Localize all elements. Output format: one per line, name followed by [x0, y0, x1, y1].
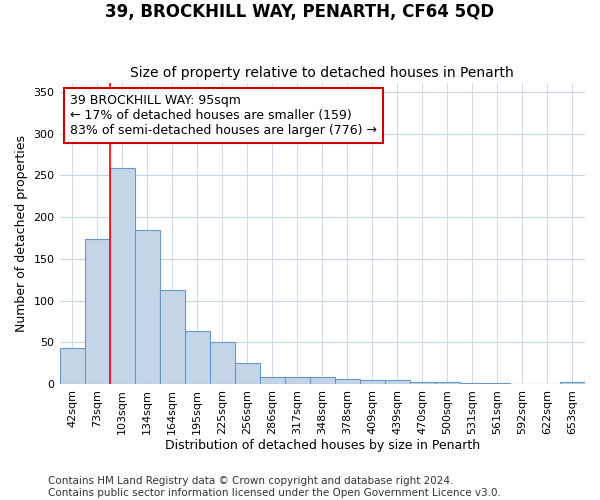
Title: Size of property relative to detached houses in Penarth: Size of property relative to detached ho… — [130, 66, 514, 80]
Bar — [485, 383, 510, 384]
Bar — [560, 382, 585, 384]
Bar — [134, 230, 160, 384]
Bar — [335, 379, 360, 384]
Bar — [435, 382, 460, 384]
Y-axis label: Number of detached properties: Number of detached properties — [15, 136, 28, 332]
Text: Contains HM Land Registry data © Crown copyright and database right 2024.
Contai: Contains HM Land Registry data © Crown c… — [48, 476, 501, 498]
Text: 39 BROCKHILL WAY: 95sqm
← 17% of detached houses are smaller (159)
83% of semi-d: 39 BROCKHILL WAY: 95sqm ← 17% of detache… — [70, 94, 377, 137]
Bar — [59, 348, 85, 384]
Bar — [235, 363, 260, 384]
Bar — [260, 376, 285, 384]
Bar — [185, 332, 209, 384]
Bar — [285, 376, 310, 384]
Text: 39, BROCKHILL WAY, PENARTH, CF64 5QD: 39, BROCKHILL WAY, PENARTH, CF64 5QD — [106, 2, 494, 21]
Bar — [360, 380, 385, 384]
Bar — [310, 376, 335, 384]
Bar — [110, 168, 134, 384]
Bar — [160, 290, 185, 384]
Bar — [385, 380, 410, 384]
Bar — [460, 383, 485, 384]
Bar — [410, 382, 435, 384]
Bar — [209, 342, 235, 384]
Bar — [85, 239, 110, 384]
X-axis label: Distribution of detached houses by size in Penarth: Distribution of detached houses by size … — [165, 440, 480, 452]
